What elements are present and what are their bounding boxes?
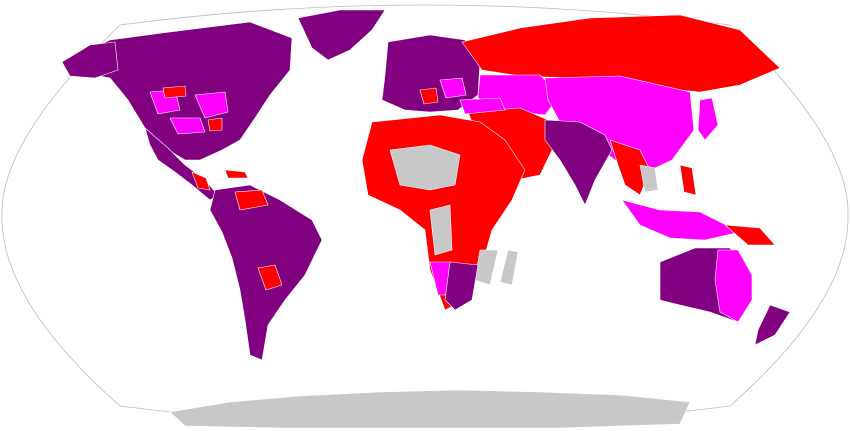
- region-alaska: [61, 41, 119, 79]
- region-turkey: [459, 97, 506, 115]
- region-southern-africa: [444, 261, 479, 311]
- region-indonesia: [621, 199, 741, 241]
- region-central-red: [191, 171, 211, 191]
- region-us-magenta-2: [194, 91, 229, 119]
- country-regions: [61, 9, 791, 429]
- region-australia-east: [714, 249, 753, 323]
- region-sa-red: [257, 264, 283, 291]
- region-philippines: [679, 164, 697, 196]
- region-india: [544, 119, 613, 206]
- region-sa-red-2: [234, 189, 269, 211]
- region-us-red-2: [207, 117, 223, 132]
- region-madagascar: [499, 249, 519, 286]
- region-caribbean-red: [224, 169, 249, 179]
- region-central-gray: [429, 204, 453, 256]
- region-us-magenta-3: [169, 117, 206, 135]
- region-japan: [697, 97, 719, 141]
- region-se-asia: [609, 139, 651, 196]
- region-antarctica: [169, 389, 691, 429]
- region-greenland: [297, 9, 386, 61]
- region-europe-red: [419, 87, 439, 105]
- region-new-zealand: [754, 304, 791, 346]
- region-indochina-gray: [639, 164, 659, 193]
- region-us-red-1: [162, 85, 187, 99]
- region-europe-magenta: [439, 77, 467, 99]
- region-new-guinea: [724, 224, 776, 246]
- region-sahel-gray: [389, 144, 461, 191]
